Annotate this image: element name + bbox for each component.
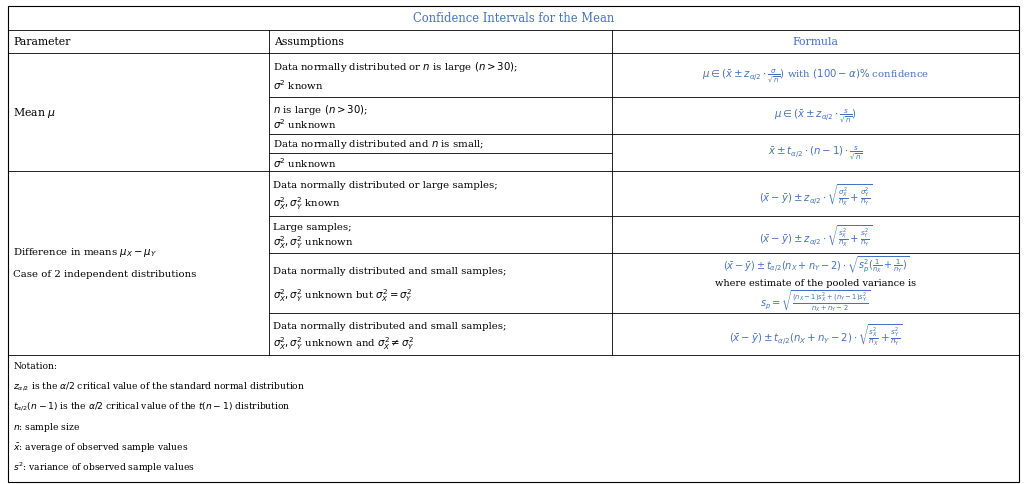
Text: Assumptions: Assumptions [274, 37, 344, 47]
Text: $n$ is large $(n > 30)$;: $n$ is large $(n > 30)$; [273, 102, 369, 116]
Text: $s_p = \sqrt{\frac{(n_X-1)s^2_X + (n_Y-1)s^2_Y}{n_X + n_Y - 2}}$: $s_p = \sqrt{\frac{(n_X-1)s^2_X + (n_Y-1… [761, 287, 870, 313]
Text: Data normally distributed and small samples;: Data normally distributed and small samp… [273, 321, 507, 331]
Text: $\bar{x}$: average of observed sample values: $\bar{x}$: average of observed sample va… [13, 440, 188, 453]
Text: Data normally distributed or large samples;: Data normally distributed or large sampl… [273, 181, 498, 190]
Text: $\bar{x} \pm t_{\alpha/2} \cdot (n-1) \cdot \frac{s}{\sqrt{n}}$: $\bar{x} \pm t_{\alpha/2} \cdot (n-1) \c… [768, 145, 863, 162]
Text: Data normally distributed and $n$ is small;: Data normally distributed and $n$ is sma… [273, 138, 484, 151]
Text: Formula: Formula [793, 37, 839, 47]
Text: where estimate of the pooled variance is: where estimate of the pooled variance is [715, 279, 916, 288]
Text: $\sigma^2_X, \sigma^2_Y$ unknown and $\sigma^2_X \neq \sigma^2_Y$: $\sigma^2_X, \sigma^2_Y$ unknown and $\s… [273, 334, 415, 351]
Text: $\mu \in (\bar{x} \pm z_{\alpha/2} \cdot \frac{s}{\sqrt{n}})$: $\mu \in (\bar{x} \pm z_{\alpha/2} \cdot… [774, 108, 857, 125]
Text: $\sigma^2$ unknown: $\sigma^2$ unknown [273, 117, 337, 131]
Text: Data normally distributed and small samples;: Data normally distributed and small samp… [273, 267, 507, 276]
Text: $\sigma^2$ unknown: $\sigma^2$ unknown [273, 156, 337, 169]
Text: Data normally distributed or $n$ is large $(n > 30)$;: Data normally distributed or $n$ is larg… [273, 60, 518, 74]
Text: $(\bar{x} - \bar{y}) \pm t_{\alpha/2}(n_X + n_Y - 2) \cdot \sqrt{\frac{s^2_X}{n_: $(\bar{x} - \bar{y}) \pm t_{\alpha/2}(n_… [729, 322, 902, 347]
Text: Confidence Intervals for the Mean: Confidence Intervals for the Mean [413, 13, 614, 25]
Text: $\sigma^2_X, \sigma^2_Y$ known: $\sigma^2_X, \sigma^2_Y$ known [273, 195, 341, 212]
Text: Large samples;: Large samples; [273, 223, 352, 232]
Text: $(\bar{x} - \bar{y}) \pm z_{\alpha/2} \cdot \sqrt{\frac{s^2_X}{n_X} + \frac{s^2_: $(\bar{x} - \bar{y}) \pm z_{\alpha/2} \c… [759, 222, 872, 247]
Text: $\sigma^2_X, \sigma^2_Y$ unknown but $\sigma^2_X = \sigma^2_Y$: $\sigma^2_X, \sigma^2_Y$ unknown but $\s… [273, 287, 413, 304]
Text: $\mu \in (\bar{x} \pm z_{\alpha/2} \cdot \frac{\sigma}{\sqrt{n}})$ with $(100-\a: $\mu \in (\bar{x} \pm z_{\alpha/2} \cdot… [702, 67, 929, 85]
Text: $(\bar{x} - \bar{y}) \pm t_{\alpha/2}(n_X + n_Y - 2) \cdot \sqrt{s^2_p(\frac{1}{: $(\bar{x} - \bar{y}) \pm t_{\alpha/2}(n_… [723, 254, 908, 274]
Text: Mean $\mu$: Mean $\mu$ [13, 106, 56, 120]
Text: $\sigma^2_X, \sigma^2_Y$ unknown: $\sigma^2_X, \sigma^2_Y$ unknown [273, 234, 354, 251]
Text: $\sigma^2$ known: $\sigma^2$ known [273, 78, 324, 92]
Text: $t_{\alpha/2}(n-1)$ is the $\alpha/2$ critical value of the $t(n-1)$ distributio: $t_{\alpha/2}(n-1)$ is the $\alpha/2$ cr… [13, 400, 291, 412]
Text: $(\bar{x} - \bar{y}) \pm z_{\alpha/2} \cdot \sqrt{\frac{\sigma^2_X}{n_X} + \frac: $(\bar{x} - \bar{y}) \pm z_{\alpha/2} \c… [759, 182, 872, 207]
Text: Difference in means $\mu_X - \mu_Y$: Difference in means $\mu_X - \mu_Y$ [13, 246, 158, 259]
Text: $z_{\alpha/2}$ is the $\alpha/2$ critical value of the standard normal distribut: $z_{\alpha/2}$ is the $\alpha/2$ critica… [13, 379, 305, 393]
Text: Case of 2 independent distributions: Case of 2 independent distributions [13, 270, 197, 279]
Text: Parameter: Parameter [13, 37, 71, 47]
Text: $n$: sample size: $n$: sample size [13, 420, 80, 433]
Text: $s^2$: variance of observed sample values: $s^2$: variance of observed sample value… [13, 459, 196, 474]
Text: Notation:: Notation: [13, 362, 57, 370]
